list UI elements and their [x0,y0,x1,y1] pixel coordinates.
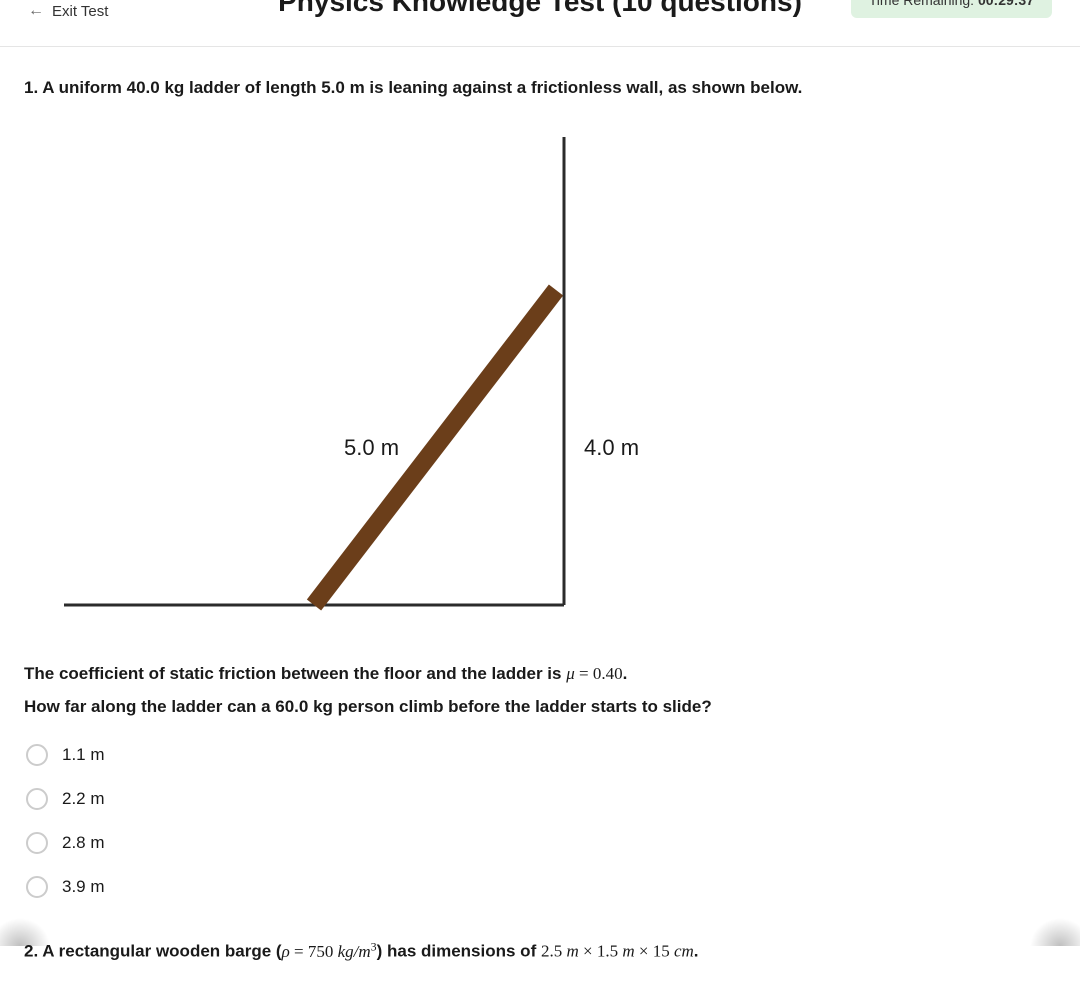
ladder-diagram-svg: 5.0 m 4.0 m [44,125,664,625]
q1-option-c-label: 2.8 m [62,833,105,853]
timer-prefix: Time Remaining: [869,0,978,8]
q2-prompt: 2. A rectangular wooden barge (ρ = 750 k… [24,938,1056,964]
radio-icon [26,876,48,898]
radio-icon [26,788,48,810]
q1-friction-text: The coefficient of static friction betwe… [24,660,1056,687]
exit-test-label: Exit Test [52,3,108,20]
exit-test-link[interactable]: ← Exit Test [28,2,108,20]
q2-rho: ρ = 750 kg/m3 [282,942,377,961]
timer-badge: Time Remaining: 00:29:37 [851,0,1052,18]
svg-text:5.0 m: 5.0 m [344,435,399,460]
q1-option-b-label: 2.2 m [62,789,105,809]
timer-value: 00:29:37 [978,0,1034,8]
content-area: 1. A uniform 40.0 kg ladder of length 5.… [0,47,1080,992]
q2-pre: 2. A rectangular wooden barge ( [24,942,282,961]
q1-diagram: 5.0 m 4.0 m [44,125,1056,630]
q1-continued1-post: . [623,664,628,683]
q1-option-d[interactable]: 3.9 m [26,876,1056,898]
q2-mid: ) has dimensions of [377,942,541,961]
q1-option-d-label: 3.9 m [62,877,105,897]
q2-dims: 2.5 m × 1.5 m × 15 cm [541,942,694,961]
svg-text:4.0 m: 4.0 m [584,435,639,460]
page-title: Physics Knowledge Test (10 questions) [278,0,802,18]
q1-prompt: 1. A uniform 40.0 kg ladder of length 5.… [24,75,1056,101]
q1-option-a[interactable]: 1.1 m [26,744,1056,766]
page-header: ← Exit Test Physics Knowledge Test (10 q… [0,0,1080,30]
q1-continued1-pre: The coefficient of static friction betwe… [24,664,566,683]
q1-continued2: How far along the ladder can a 60.0 kg p… [24,693,1056,720]
q1-option-b[interactable]: 2.2 m [26,788,1056,810]
radio-icon [26,832,48,854]
q2-post: . [694,942,699,961]
arrow-left-icon: ← [28,2,44,20]
q1-option-a-label: 1.1 m [62,745,105,765]
q1-mu-expr: μ = 0.40 [566,664,622,683]
q1-option-c[interactable]: 2.8 m [26,832,1056,854]
radio-icon [26,744,48,766]
q1-options: 1.1 m 2.2 m 2.8 m 3.9 m [26,744,1056,898]
